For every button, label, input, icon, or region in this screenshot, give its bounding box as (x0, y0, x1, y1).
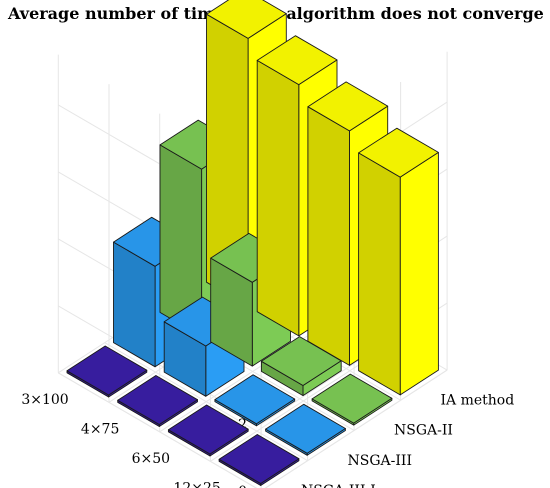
bar-4-1 (218, 434, 300, 486)
bar-3-2 (214, 374, 296, 427)
category-label: 6×50 (132, 451, 170, 467)
bar-4-2 (265, 403, 346, 456)
gridline-floor (104, 342, 308, 462)
axis-label-layer: 3×100 4×75 6×50 12×25 NSGA-III-I NSGA-III NSGA… (21, 392, 514, 488)
gridline-floor (58, 372, 258, 488)
bar-4-3 (311, 373, 393, 426)
z-tick-label: 2 (238, 417, 247, 433)
series-label: NSGA-II (394, 423, 453, 439)
series-label: NSGA-III-I (301, 483, 376, 488)
bar-4-4 (358, 127, 439, 396)
bar-3-1 (167, 404, 249, 457)
category-label: 3×100 (21, 392, 68, 408)
bar-3-3 (260, 336, 342, 397)
series-label: NSGA-III (348, 453, 412, 469)
bar-2-1 (117, 375, 198, 427)
bar-1-1 (66, 345, 148, 398)
bar-layer (66, 0, 439, 486)
category-label: 4×75 (81, 422, 119, 438)
z-tick-label: 0 (238, 484, 247, 488)
series-label: IA method (441, 393, 515, 409)
category-label: 12×25 (173, 481, 220, 488)
